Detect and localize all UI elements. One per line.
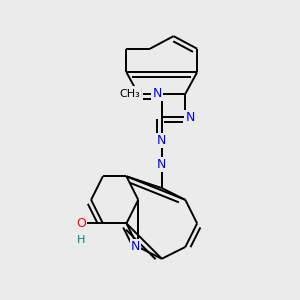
Text: N: N — [157, 158, 167, 171]
Text: N: N — [131, 241, 140, 254]
Text: N: N — [185, 111, 195, 124]
Text: N: N — [152, 87, 162, 101]
Text: H: H — [77, 235, 86, 245]
Text: N: N — [133, 87, 142, 101]
Text: N: N — [157, 134, 167, 148]
Text: O: O — [76, 217, 86, 230]
Text: CH₃: CH₃ — [119, 89, 140, 99]
